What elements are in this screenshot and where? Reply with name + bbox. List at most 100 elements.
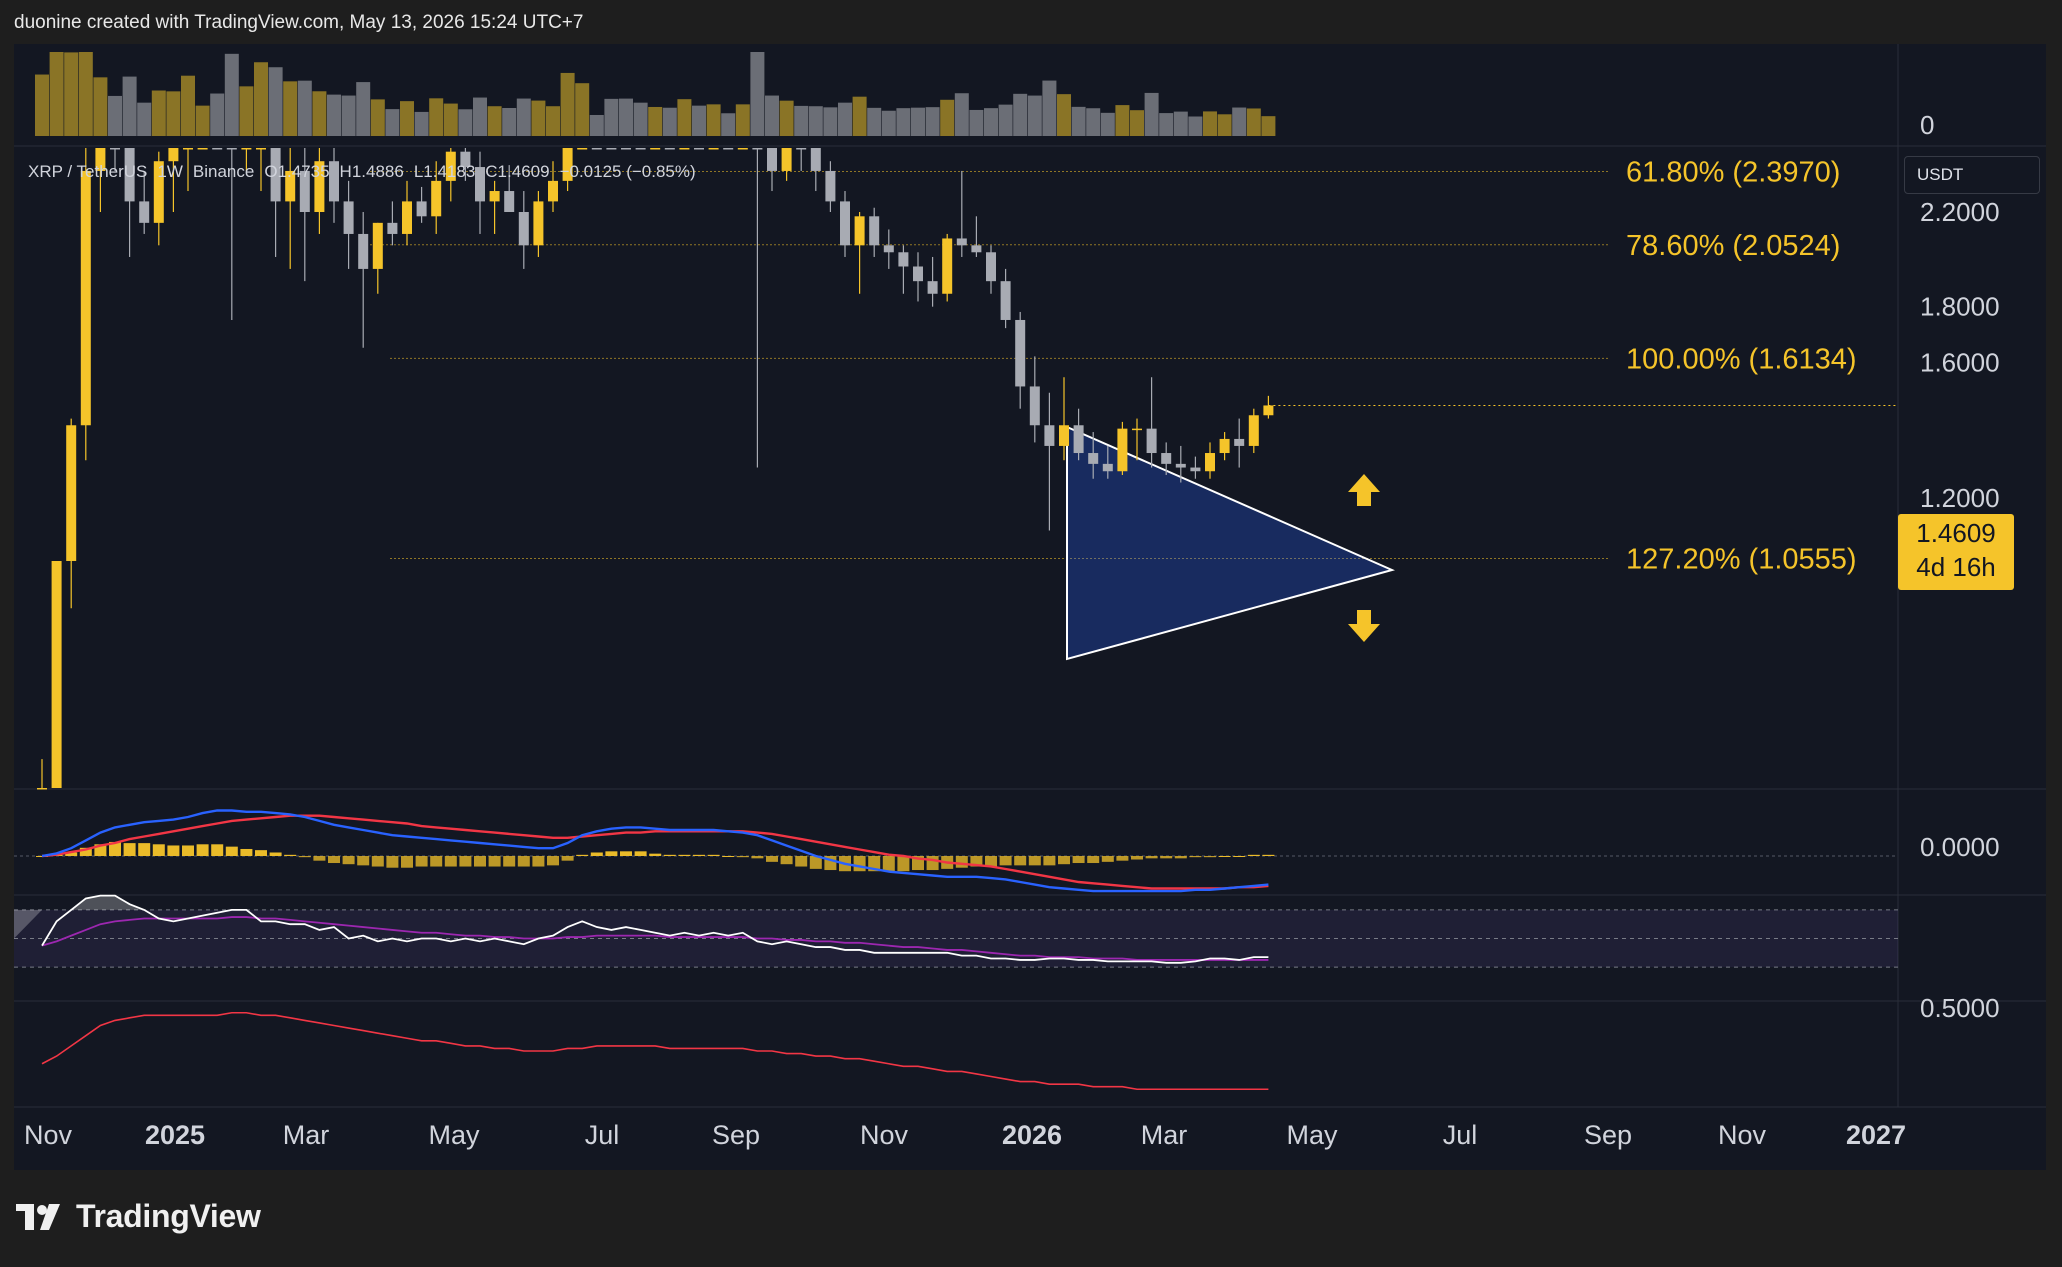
price-candle: [329, 148, 339, 223]
candle-body: [956, 238, 967, 246]
currency-button[interactable]: USDT: [1904, 156, 2040, 194]
macd-histogram-bar: [620, 851, 632, 856]
volume-bar: [1071, 106, 1086, 136]
volume-bar: [78, 52, 93, 136]
candle-body: [80, 170, 91, 426]
candle-body: [504, 191, 515, 212]
price-candle: [402, 180, 412, 246]
macd-histogram-bar: [1233, 856, 1246, 857]
price-candle: [1059, 377, 1069, 461]
symbol-pair[interactable]: XRP / TetherUS: [28, 162, 148, 181]
candle-body: [197, 148, 208, 150]
symbol-exchange: Binance: [192, 162, 255, 181]
volume-bar: [1188, 116, 1203, 136]
rsi-line: [41, 894, 1269, 964]
footer-bar: [0, 1170, 2062, 1267]
macd-histogram-bar: [766, 856, 778, 862]
price-candle: [825, 161, 836, 212]
macd-histogram-bar: [328, 856, 340, 864]
price-candle: [343, 180, 354, 269]
volume-bar: [998, 104, 1013, 136]
candle-body: [183, 148, 193, 150]
candle-body: [679, 148, 690, 150]
volume-bar: [1100, 112, 1115, 136]
volume-bar: [1057, 94, 1071, 136]
macd-panel: [14, 809, 1898, 893]
price-candle: [256, 148, 266, 192]
price-candle: [942, 233, 953, 302]
price-candle: [358, 212, 369, 348]
candle-body: [694, 148, 704, 150]
macd-histogram-bar: [985, 856, 997, 867]
xrp-weekly-chart[interactable]: 61.80% (2.3970) 78.60% (2.0524) 100.00% (1…: [14, 44, 2046, 1170]
fib-level-label: 78.60% (2.0524): [1626, 230, 1840, 262]
macd-histogram-bar: [109, 841, 121, 856]
price-candle: [562, 148, 573, 192]
macd-histogram-bar: [1043, 856, 1056, 866]
candle-body: [285, 170, 296, 202]
candle-body: [606, 148, 617, 150]
volume-bar: [166, 91, 181, 136]
price-candle: [1073, 408, 1084, 461]
volume-bar: [1261, 116, 1276, 136]
macd-histogram-bar: [94, 844, 107, 856]
symbol-legend[interactable]: XRP / TetherUS 1W Binance O1.4735 H1.4886 L1.…: [28, 162, 706, 182]
volume-bar: [969, 109, 984, 136]
price-candle: [241, 148, 252, 171]
candle-body: [387, 222, 398, 234]
price-candle: [95, 148, 106, 212]
macd-histogram-bar: [722, 856, 735, 857]
macd-histogram-bar: [313, 856, 326, 861]
macd-histogram-bar: [736, 856, 749, 858]
candle-body: [66, 425, 77, 561]
volume-bar: [852, 96, 867, 136]
price-tick-label: 2.2000: [1920, 197, 2000, 227]
price-candle: [372, 222, 383, 294]
volume-bar: [779, 100, 794, 136]
price-candle: [489, 180, 500, 234]
tradingview-logo[interactable]: TradingView: [16, 1198, 261, 1235]
candle-body: [314, 161, 325, 212]
volume-bar: [312, 91, 327, 136]
volume-bar: [414, 111, 429, 136]
volume-axis-label: 0: [1920, 110, 1934, 140]
last-price-tag: 1.4609 4d 16h: [1898, 514, 2014, 590]
symmetrical-triangle[interactable]: [1066, 425, 1395, 661]
price-candle: [752, 148, 763, 468]
volume-bar: [1013, 93, 1028, 136]
volume-bar: [487, 106, 502, 136]
volume-bar: [137, 102, 152, 136]
volume-bar: [735, 104, 750, 136]
price-candle: [1234, 418, 1245, 468]
price-tick-label: 1.6000: [1920, 347, 2000, 377]
macd-histogram-bar: [1028, 856, 1041, 866]
price-candle: [431, 161, 442, 234]
candle-body: [825, 170, 836, 202]
time-tick-label: May: [428, 1120, 480, 1150]
price-candle: [694, 148, 704, 150]
price-candle: [153, 151, 164, 246]
candle-body: [518, 212, 529, 246]
price-candle: [621, 148, 631, 150]
time-tick-label: Jul: [585, 1120, 620, 1150]
macd-histogram-bar: [1145, 856, 1158, 859]
price-candle: [1161, 442, 1172, 475]
candle-body: [1190, 467, 1201, 472]
price-candle: [212, 148, 223, 150]
macd-histogram-bar: [430, 856, 443, 867]
tradingview-wordmark: TradingView: [76, 1198, 261, 1234]
macd-histogram-bar: [897, 856, 910, 872]
volume-bar: [1027, 95, 1042, 136]
volume-bar: [122, 76, 137, 136]
time-tick-label: Nov: [860, 1120, 909, 1150]
volume-bar: [443, 103, 458, 136]
time-tick-label: 2027: [1846, 1120, 1906, 1150]
fib-level-label: 61.80% (2.3970): [1626, 157, 1840, 189]
candle-body: [781, 148, 792, 171]
candle-body: [168, 148, 179, 162]
time-axis[interactable]: Nov 2025 Mar May Jul Sep Nov 2026 Mar May Jul Sep No…: [24, 1120, 1906, 1150]
breakout-up-arrow-icon: [1348, 474, 1380, 506]
macd-histogram-bar: [634, 851, 647, 856]
candle-body: [256, 148, 266, 150]
